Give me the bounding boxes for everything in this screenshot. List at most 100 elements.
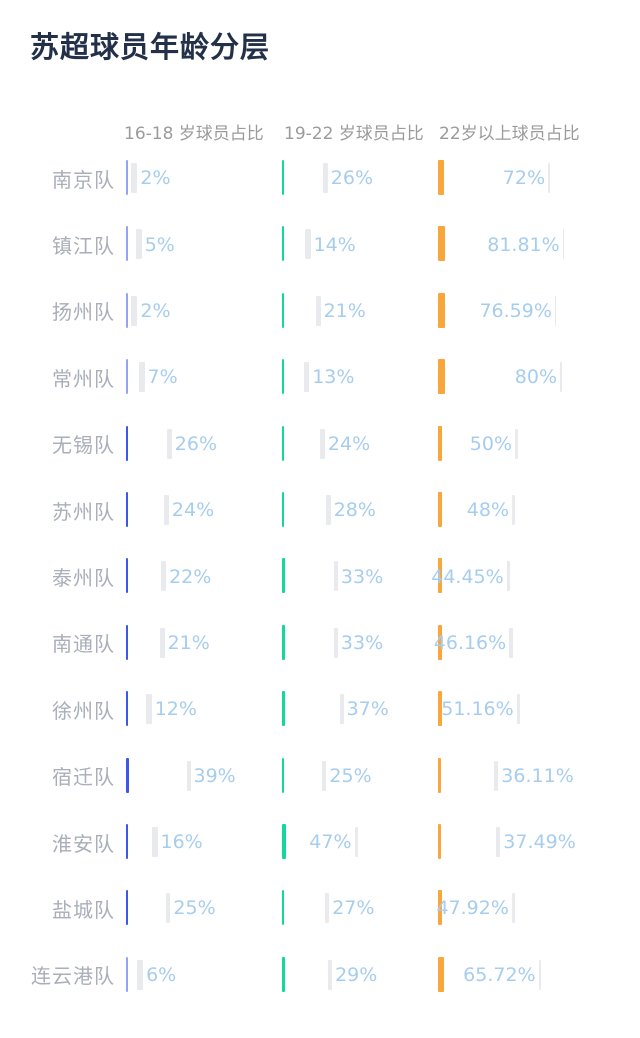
value-bar-icon [126,292,128,328]
slider-thumb-icon [554,295,557,326]
value-label: 37% [346,698,389,721]
slider-thumb-icon [146,694,152,725]
value-bar-icon [282,160,285,195]
team-label: 苏州队 [52,499,115,524]
cell-22-plus: 37.49% [438,809,594,875]
value-bar-icon [282,491,285,527]
slider-thumb-icon [165,893,171,924]
cell-16-18: 24% [126,477,282,543]
value-label: 26% [174,432,218,455]
team-label: 常州队 [52,366,115,391]
team-label: 连云港队 [31,964,115,989]
value-bar-icon [282,823,286,859]
slider-thumb-icon [167,428,172,459]
value-label: 50% [469,432,512,455]
cell-16-18: 2% [126,145,282,211]
slider-thumb-icon [320,428,325,459]
value-bar-icon [282,292,284,328]
value-label: 33% [340,565,384,588]
cell-22-plus: 65.72% [438,942,594,1008]
slider-thumb-icon [538,959,541,990]
value-bar-icon [282,757,285,793]
cell-16-18: 39% [126,743,282,809]
value-bar-icon [126,691,128,727]
team-label: 徐州队 [52,698,115,723]
value-label: 46.16% [433,631,507,654]
cell-19-22: 24% [282,411,438,477]
value-label: 2% [140,299,171,322]
cell-19-22: 21% [282,278,438,344]
cell-16-18: 7% [126,344,282,410]
cell-19-22: 37% [282,676,438,742]
column-header-16-18: 16-18 岁球员占比 [124,124,264,144]
value-label: 33% [340,631,384,654]
table-row: 南通队 21% 33% 46.16% [0,610,640,676]
cell-16-18: 5% [126,211,282,277]
slider-thumb-icon [562,229,565,260]
slider-thumb-icon [506,561,511,592]
cell-22-plus: 51.16% [438,676,594,742]
value-bar-icon [438,359,445,395]
value-label: 5% [144,233,175,256]
slider-thumb-icon [159,627,165,658]
slider-thumb-icon [515,428,519,459]
slider-thumb-icon [152,826,158,857]
value-bar-icon [282,691,286,727]
cell-22-plus: 50% [438,411,594,477]
slider-thumb-icon [327,959,333,990]
value-bar-icon [126,890,129,926]
cell-19-22: 47% [282,809,438,875]
column-header-22-plus: 22岁以上球员占比 [439,124,580,144]
slider-thumb-icon [511,893,516,924]
value-label: 21% [323,299,366,322]
cell-16-18: 25% [126,875,282,941]
value-bar-icon [438,226,445,262]
cell-19-22: 33% [282,610,438,676]
team-label: 镇江队 [52,234,115,259]
value-bar-icon [438,292,445,328]
cell-22-plus: 47.92% [436,875,594,941]
slider-thumb-icon [512,494,516,525]
slider-thumb-icon [333,627,338,658]
slider-thumb-icon [560,362,562,393]
table-row: 盐城队 25% 27% 47.92% [0,875,640,941]
value-bar-icon [438,823,442,859]
value-label: 13% [312,366,355,389]
value-bar-icon [126,624,128,660]
slider-thumb-icon [509,627,513,658]
slider-thumb-icon [161,561,167,592]
slider-thumb-icon [354,826,358,857]
slider-thumb-icon [548,163,550,193]
team-label: 南京队 [52,167,115,192]
slider-thumb-icon [138,362,145,393]
slider-thumb-icon [303,362,310,393]
team-label: 淮安队 [52,831,115,856]
slider-thumb-icon [135,229,142,260]
cell-22-plus: 46.16% [434,610,594,676]
value-bar-icon [438,558,442,594]
cell-22-plus: 48% [438,477,594,543]
cell-19-22: 33% [282,543,438,609]
value-bar-icon [438,425,443,461]
page-title: 苏超球员年龄分层 [30,30,271,64]
table-row: 宿迁队 39% 25% 36.11% [0,743,640,809]
value-label: 47% [309,831,352,854]
value-bar-icon [438,956,444,992]
value-bar-icon [438,691,443,727]
value-label: 26% [330,167,374,190]
cell-16-18: 21% [126,610,282,676]
team-rows: 南京队 2% 26% 72% 镇江队 5% 14% 81.81% 扬州队 2% 21% 76.59% 常… [0,145,640,1008]
cell-16-18: 16% [126,809,282,875]
cell-16-18: 12% [126,676,282,742]
value-label: 2% [140,167,171,190]
table-row: 徐州队 12% 37% 51.16% [0,676,640,742]
team-label: 宿迁队 [52,765,115,790]
slider-thumb-icon [164,494,169,525]
cell-22-plus: 81.81% [438,211,594,277]
table-row: 常州队 7% 13% 80% [0,344,640,410]
slider-thumb-icon [315,295,321,326]
slider-thumb-icon [326,494,331,525]
slider-thumb-icon [321,760,327,791]
value-label: 12% [154,698,197,721]
value-label: 6% [146,963,177,986]
